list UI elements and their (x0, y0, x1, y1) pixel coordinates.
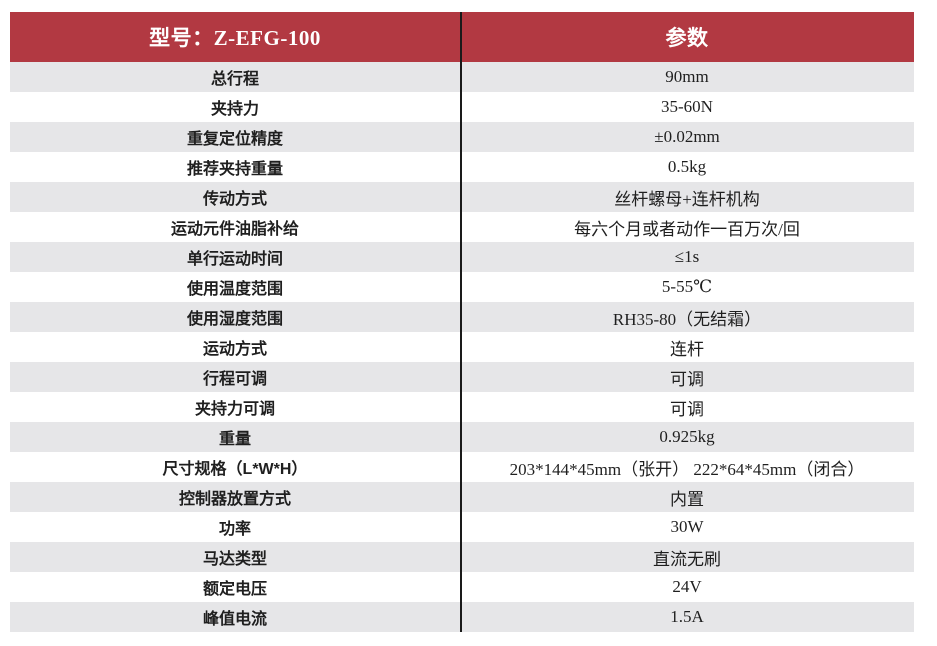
table-row: 使用温度范围 5-55℃ (10, 272, 914, 302)
spec-label: 总行程 (210, 71, 259, 88)
spec-label: 传动方式 (202, 191, 267, 208)
spec-label: 使用温度范围 (186, 281, 283, 298)
table-row: 功率 30W (10, 512, 914, 542)
table-row: 运动元件油脂补给 每六个月或者动作一百万次/回 (10, 212, 914, 242)
spec-value: 可调 (670, 369, 704, 389)
spec-label: 运动方式 (202, 341, 267, 358)
spec-label: 功率 (218, 521, 251, 538)
table-row: 重量 0.925kg (10, 422, 914, 452)
model-header-cell: 型号：Z-EFG-100 (149, 26, 321, 50)
spec-table: 型号：Z-EFG-100 参数 总行程 90mm 夹持力 35-60N 重复定位… (10, 12, 914, 632)
spec-label: 行程可调 (202, 371, 267, 388)
table-header-row: 型号：Z-EFG-100 参数 (10, 12, 914, 62)
spec-value: ±0.02mm (654, 127, 720, 146)
spec-label: 马达类型 (202, 551, 267, 568)
table-row: 峰值电流 1.5A (10, 602, 914, 632)
spec-value: 30W (670, 517, 704, 536)
spec-label: 夹持力 (210, 101, 259, 118)
table-row: 运动方式 连杆 (10, 332, 914, 362)
spec-value: 每六个月或者动作一百万次/回 (574, 219, 800, 239)
spec-value: 0.925kg (659, 427, 715, 446)
spec-label: 重量 (218, 431, 251, 448)
table-row: 使用湿度范围 RH35-80（无结霜） (10, 302, 914, 332)
spec-value: 0.5kg (667, 157, 707, 176)
table-row: 额定电压 24V (10, 572, 914, 602)
spec-value: 直流无刷 (653, 549, 721, 569)
param-header-cell: 参数 (665, 26, 709, 50)
spec-value: 5-55℃ (661, 277, 713, 296)
table-row: 控制器放置方式 内置 (10, 482, 914, 512)
spec-value: 1.5A (670, 607, 704, 626)
spec-label: 重复定位精度 (186, 131, 283, 148)
table-row: 尺寸规格（L*W*H） 203*144*45mm（张开） 222*64*45mm… (10, 452, 914, 482)
table-body: 总行程 90mm 夹持力 35-60N 重复定位精度 ±0.02mm 推荐夹持重… (10, 62, 914, 632)
table-row: 夹持力 35-60N (10, 92, 914, 122)
table-row: 推荐夹持重量 0.5kg (10, 152, 914, 182)
table-row: 行程可调 可调 (10, 362, 914, 392)
spec-value: 内置 (670, 489, 704, 509)
spec-value: RH35-80（无结霜） (612, 309, 762, 329)
spec-value: 35-60N (661, 97, 713, 116)
spec-label: 使用湿度范围 (186, 311, 283, 328)
spec-label: 推荐夹持重量 (186, 161, 283, 178)
table-row: 传动方式 丝杆螺母+连杆机构 (10, 182, 914, 212)
spec-label: 运动元件油脂补给 (170, 221, 299, 238)
table-row: 夹持力可调 可调 (10, 392, 914, 422)
spec-label: 额定电压 (202, 581, 267, 598)
spec-value: 丝杆螺母+连杆机构 (614, 189, 760, 209)
table-row: 马达类型 直流无刷 (10, 542, 914, 572)
spec-label: 单行运动时间 (186, 251, 283, 268)
spec-label: 控制器放置方式 (178, 491, 291, 508)
spec-value: 24V (672, 577, 702, 596)
spec-value: ≤1s (674, 247, 700, 266)
spec-value: 90mm (665, 67, 709, 86)
spec-value: 连杆 (670, 339, 704, 359)
table-row: 总行程 90mm (10, 62, 914, 92)
table-row: 重复定位精度 ±0.02mm (10, 122, 914, 152)
spec-value: 203*144*45mm（张开） 222*64*45mm（闭合） (509, 459, 865, 479)
spec-label: 尺寸规格（L*W*H） (162, 461, 308, 478)
spec-label: 夹持力可调 (194, 401, 275, 418)
column-divider-line (460, 12, 462, 632)
table-row: 单行运动时间 ≤1s (10, 242, 914, 272)
spec-label: 峰值电流 (202, 611, 267, 628)
spec-value: 可调 (670, 399, 704, 419)
